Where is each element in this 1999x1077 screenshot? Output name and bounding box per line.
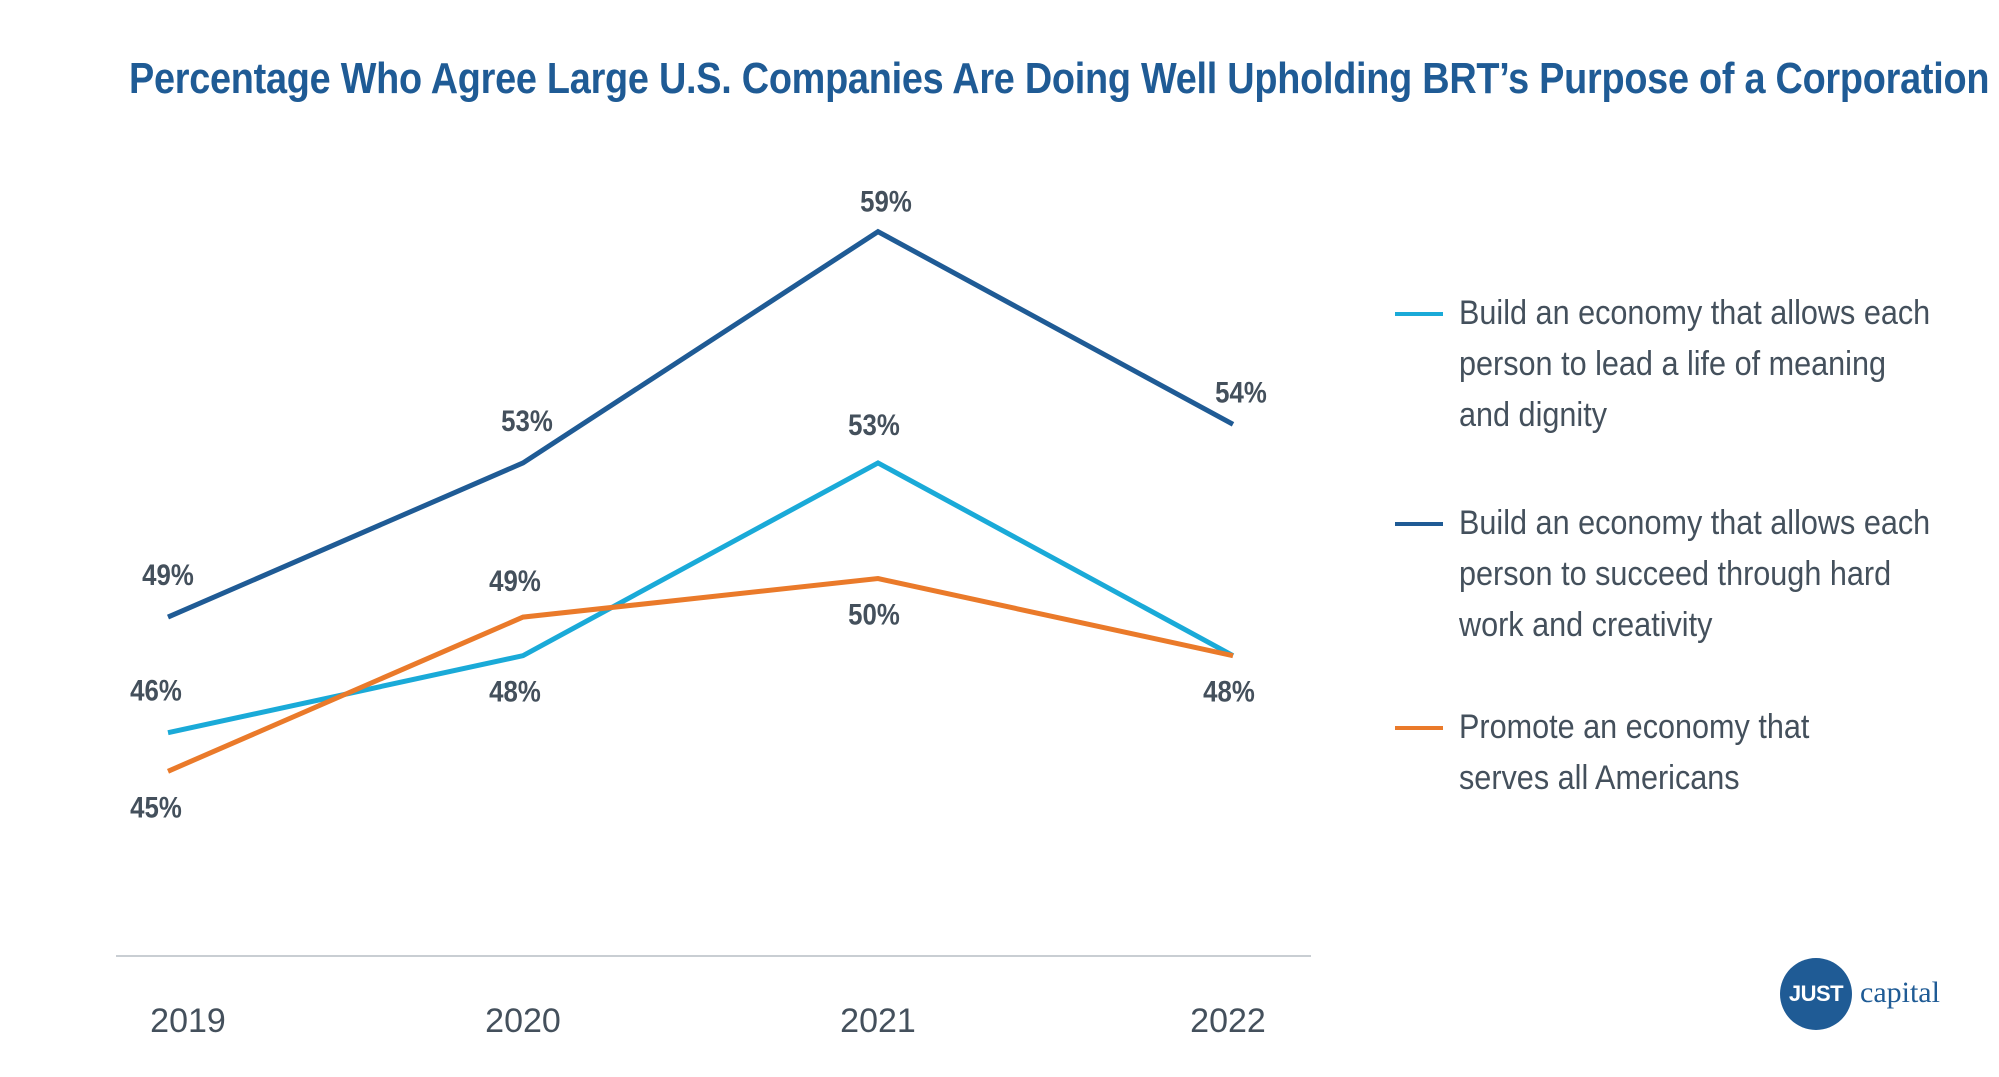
data-label-all-americans-2019: 45% [130,790,182,823]
data-label-meaning-dignity-2019: 46% [130,674,182,707]
series-line-hard-work [167,228,1235,620]
x-tick-label-2020: 2020 [485,1002,561,1040]
series-line-all-americans [167,576,1234,774]
x-tick-label-2019: 2019 [150,1002,226,1040]
data-label-all-americans-2021: 50% [848,598,900,631]
x-tick-label-2022: 2022 [1190,1002,1266,1040]
data-label-hard-work-2021: 59% [860,185,912,218]
x-tick-layer: 2019 2020 2021 2022 [150,1002,1266,1040]
data-label-all-americans-2020: 49% [489,564,541,597]
data-label-hard-work-2020: 53% [501,404,553,437]
data-label-meaning-dignity-2021: 53% [848,408,900,441]
legend-swatch-orange [1395,726,1443,730]
data-label-hard-work-2019: 49% [142,558,194,591]
logo-wordmark: capital [1860,976,1940,1009]
legend-label: Promote an economy that serves all Ameri… [1459,708,1810,797]
series-layer [167,228,1235,774]
logo-mark: JUST [1780,958,1852,1030]
data-label-meaning-dignity-2020: 48% [489,675,541,708]
legend-swatch-light-blue [1395,312,1443,316]
data-label-layer: 46% 48% 53% 48% 49% 53% 59% 54% 45% 49% 50% [130,185,1267,824]
legend-label: Build an economy that allows each person… [1459,294,1931,434]
data-label-meaning-dignity-2022: 48% [1203,675,1255,708]
legend-label: Build an economy that allows each person… [1459,504,1931,644]
x-tick-label-2021: 2021 [840,1002,916,1040]
data-label-hard-work-2022: 54% [1215,376,1267,409]
legend-swatch-dark-blue [1395,522,1443,526]
